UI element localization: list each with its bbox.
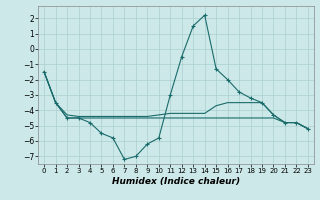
X-axis label: Humidex (Indice chaleur): Humidex (Indice chaleur) xyxy=(112,177,240,186)
